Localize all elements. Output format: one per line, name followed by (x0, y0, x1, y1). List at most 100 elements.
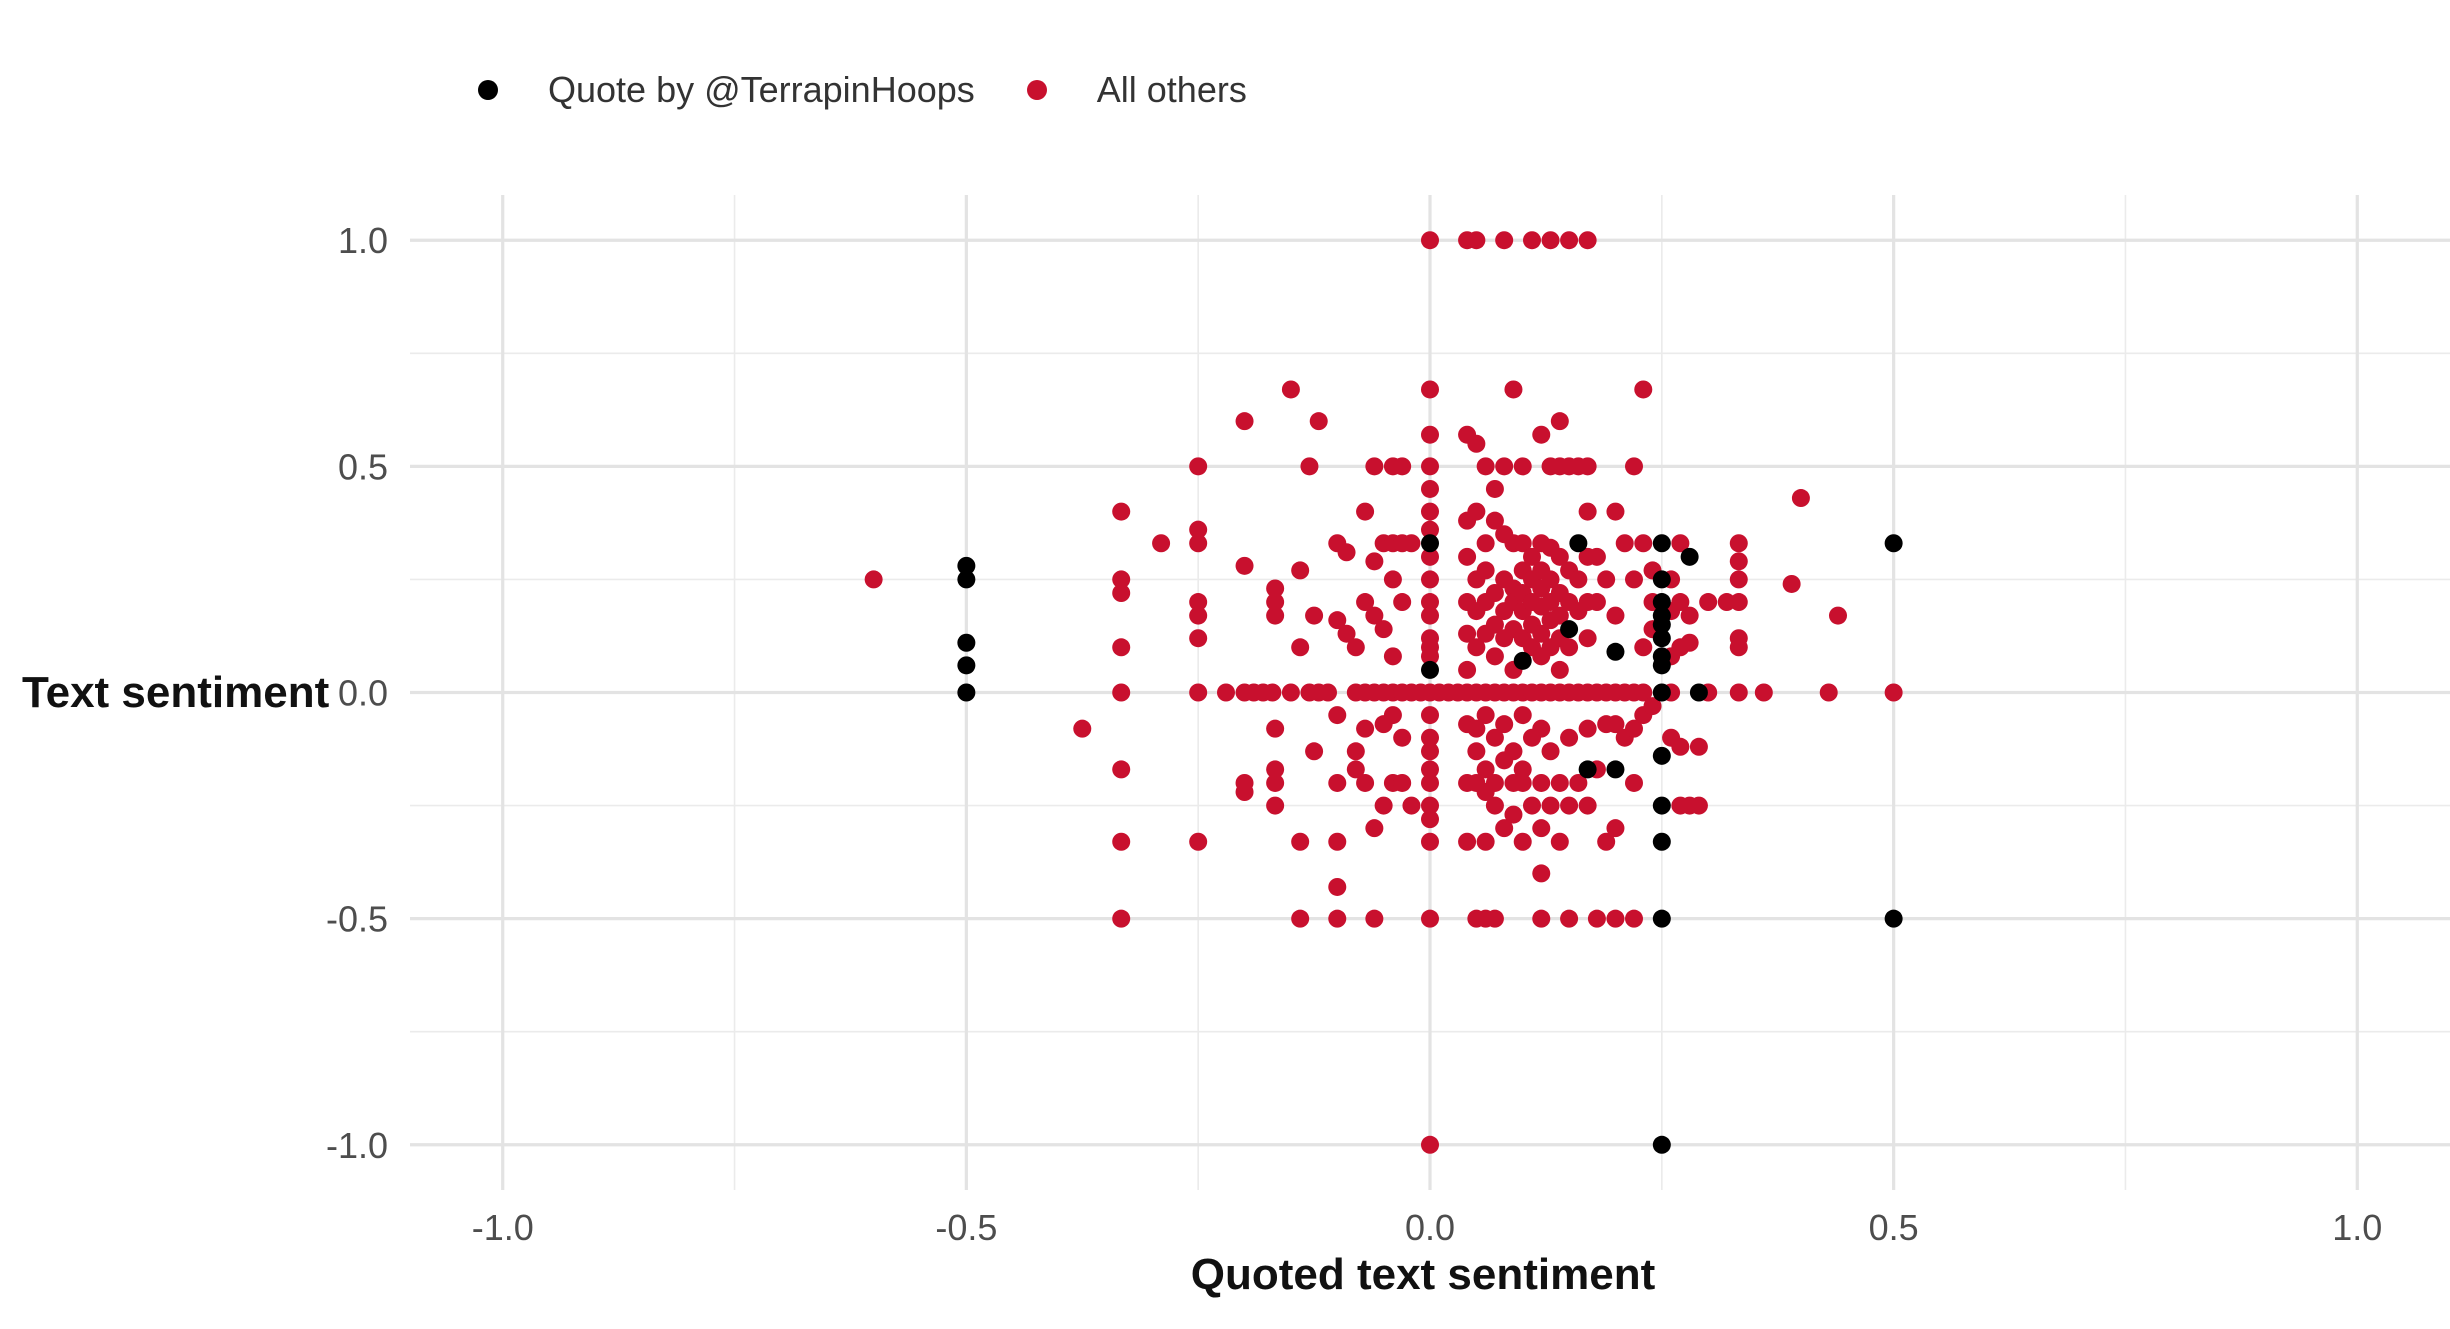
point-all-others (1421, 593, 1439, 612)
point-all-others (1634, 534, 1653, 553)
point-all-others (1689, 737, 1708, 756)
point-all-others (1266, 773, 1285, 792)
point-all-others (1504, 380, 1523, 399)
point-all-others (1532, 864, 1551, 883)
point-terrapinhoops (1652, 832, 1671, 851)
point-all-others (1485, 511, 1504, 530)
point-all-others (1112, 909, 1131, 928)
point-terrapinhoops (1578, 760, 1597, 779)
point-all-others (1300, 457, 1319, 476)
legend-label-terrapinhoops: Quote by @TerrapinHoops (548, 69, 975, 110)
tick-labels: -1.0 -0.5 0.0 0.5 1.0 -1.0 -0.5 0.0 0.5 1.0 (326, 220, 2382, 1248)
point-all-others (1550, 547, 1569, 566)
point-all-others (1217, 683, 1235, 702)
point-all-others (1504, 805, 1523, 824)
point-all-others (1560, 909, 1579, 928)
point-all-others (1532, 425, 1551, 444)
y-axis-title: Text sentiment (22, 668, 330, 717)
point-all-others (1235, 412, 1254, 431)
legend-key-red-dot (1026, 80, 1047, 100)
point-all-others (1634, 380, 1653, 399)
point-all-others (1476, 760, 1495, 779)
point-all-others (1421, 380, 1439, 399)
x-tick-label: 1.0 (2332, 1207, 2382, 1248)
point-all-others (1421, 909, 1439, 928)
x-tick-label: -0.5 (935, 1207, 997, 1248)
point-all-others (1578, 629, 1597, 648)
point-all-others (1421, 231, 1439, 250)
point-all-others (1625, 719, 1643, 738)
point-all-others (1523, 796, 1541, 815)
point-all-others (1606, 606, 1625, 625)
point-all-others (1513, 706, 1532, 725)
x-tick-label: 0.5 (1869, 1207, 1919, 1248)
point-all-others (1112, 584, 1131, 602)
legend-label-all-others: All others (1096, 69, 1247, 110)
point-all-others (1819, 683, 1838, 702)
point-all-others (1634, 683, 1653, 702)
point-all-others (1578, 796, 1597, 815)
point-terrapinhoops (957, 633, 976, 652)
point-all-others (1421, 728, 1439, 747)
point-all-others (1328, 909, 1347, 928)
point-all-others (1328, 611, 1347, 630)
point-all-others (1356, 719, 1375, 738)
point-all-others (1328, 706, 1347, 725)
point-all-others (1328, 877, 1347, 896)
point-all-others (1328, 832, 1347, 851)
point-all-others (1281, 380, 1300, 399)
point-all-others (1291, 561, 1310, 580)
point-all-others (1606, 715, 1625, 734)
point-all-others (1560, 728, 1579, 747)
point-all-others (1729, 683, 1748, 702)
point-terrapinhoops (1606, 760, 1625, 779)
point-all-others (1421, 796, 1439, 815)
y-tick-label: 1.0 (338, 220, 388, 261)
point-all-others (1729, 593, 1748, 612)
point-all-others (1421, 570, 1439, 589)
point-all-others (1495, 819, 1514, 838)
y-tick-label: 0.0 (338, 673, 388, 714)
point-all-others (1458, 660, 1477, 679)
point-all-others (1356, 502, 1375, 521)
point-all-others (1356, 773, 1375, 792)
point-all-others (1112, 502, 1131, 521)
point-all-others (1393, 773, 1412, 792)
point-all-others (1560, 638, 1579, 657)
point-terrapinhoops (1689, 683, 1708, 702)
point-all-others (1467, 638, 1486, 657)
point-all-others (1587, 909, 1606, 928)
point-all-others (1421, 760, 1439, 779)
point-all-others (1578, 502, 1597, 521)
point-all-others (1266, 579, 1285, 598)
point-all-others (1485, 728, 1504, 747)
point-all-others (1634, 638, 1653, 657)
point-all-others (1235, 783, 1254, 801)
point-all-others (1189, 593, 1208, 612)
point-all-others (1729, 552, 1748, 571)
point-all-others (1476, 706, 1495, 725)
point-all-others (1606, 502, 1625, 521)
point-terrapinhoops (1884, 909, 1903, 928)
point-all-others (1402, 796, 1421, 815)
point-all-others (1383, 706, 1402, 725)
y-tick-label: -1.0 (326, 1125, 388, 1166)
point-all-others (1625, 457, 1643, 476)
point-all-others (1346, 742, 1365, 761)
point-terrapinhoops (1652, 746, 1671, 765)
point-all-others (1680, 606, 1699, 625)
point-all-others (1689, 796, 1708, 815)
point-all-others (1305, 606, 1324, 625)
point-all-others (1560, 231, 1579, 250)
point-all-others (1421, 773, 1439, 792)
point-all-others (1550, 660, 1569, 679)
point-all-others (1485, 584, 1504, 602)
point-all-others (1476, 457, 1495, 476)
point-all-others (1328, 773, 1347, 792)
point-all-others (1485, 909, 1504, 928)
point-all-others (1402, 534, 1421, 553)
point-all-others (1578, 457, 1597, 476)
legend-item-terrapinhoops: Quote by @TerrapinHoops (478, 69, 975, 111)
